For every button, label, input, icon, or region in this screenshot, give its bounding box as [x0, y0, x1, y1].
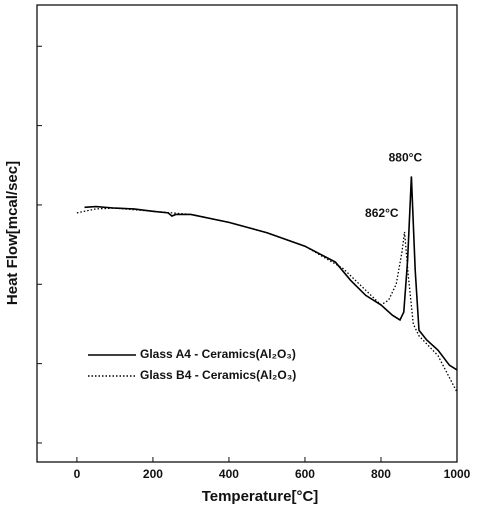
- data-line: [84, 176, 458, 371]
- x-tick-label: 600: [295, 467, 315, 481]
- legend-label: Glass A4 - Ceramics(Al₂O₃): [140, 347, 296, 361]
- plot-frame: [36, 4, 458, 463]
- data-line: [76, 207, 458, 393]
- y-axis-label: Heat Flow[mcal/sec]: [4, 161, 21, 305]
- annotation: 862°C: [365, 206, 399, 220]
- annotation: 880°C: [389, 151, 423, 165]
- x-tick-label: 400: [219, 467, 239, 481]
- x-tick-label: 800: [371, 467, 391, 481]
- x-axis-label: Temperature[°C]: [202, 488, 319, 505]
- x-tick-label: 0: [74, 467, 81, 481]
- x-tick-label: 200: [143, 467, 163, 481]
- legend-label: Glass B4 - Ceramics(Al₂O₃): [140, 368, 296, 382]
- x-tick-label: 1000: [444, 467, 471, 481]
